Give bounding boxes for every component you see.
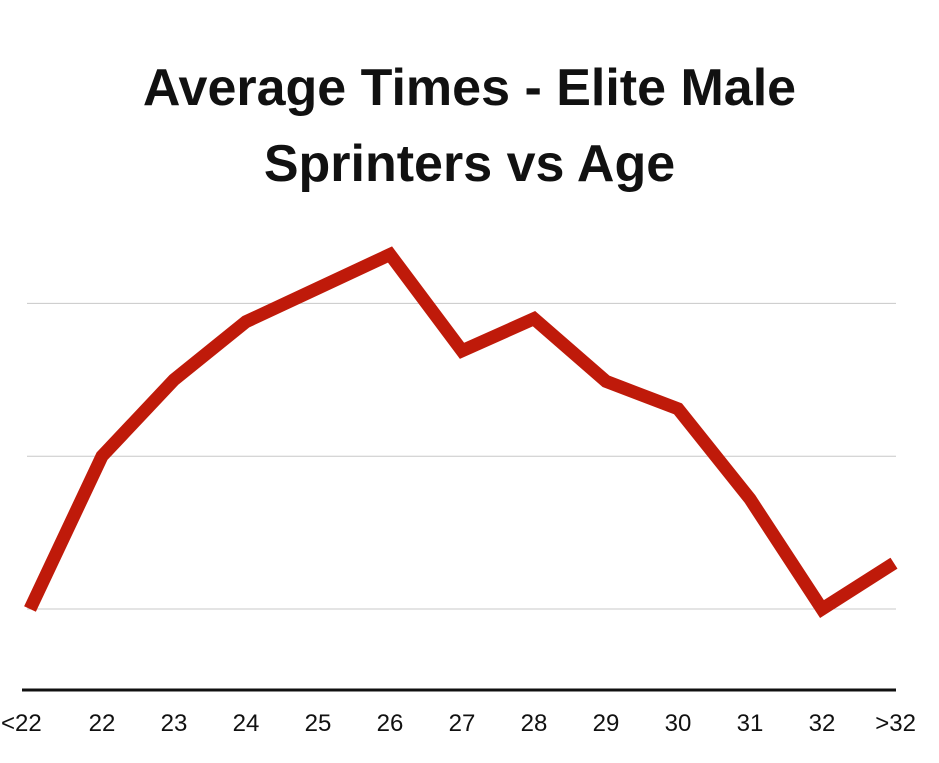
gridlines bbox=[27, 302, 896, 610]
x-tick-label: 28 bbox=[521, 710, 548, 737]
series-line-0 bbox=[24, 246, 898, 618]
x-tick-label: 27 bbox=[449, 710, 476, 737]
x-tick-label: 32 bbox=[809, 710, 836, 737]
chart-title-line-1: Average Times - Elite Male bbox=[142, 59, 797, 117]
x-tick-label: <22 bbox=[1, 710, 42, 737]
x-tick-labels: <22 22 23 24 25 26 27 28 29 30 31 32 >32 bbox=[1, 710, 916, 737]
x-tick-label: 30 bbox=[665, 710, 692, 737]
x-tick-label: 23 bbox=[161, 710, 188, 737]
series-layer bbox=[24, 246, 898, 618]
chart-title-line-2: Sprinters vs Age bbox=[263, 135, 676, 193]
x-tick-label: 22 bbox=[89, 710, 116, 737]
x-tick-label: 24 bbox=[233, 710, 260, 737]
x-tick-label: 31 bbox=[737, 710, 764, 737]
x-tick-label: 25 bbox=[305, 710, 332, 737]
x-tick-label: >32 bbox=[875, 710, 916, 737]
chart-title: Average Times - Elite Male Sprinters vs … bbox=[0, 50, 939, 202]
x-tick-label: 29 bbox=[593, 710, 620, 737]
x-tick-label: 26 bbox=[377, 710, 404, 737]
